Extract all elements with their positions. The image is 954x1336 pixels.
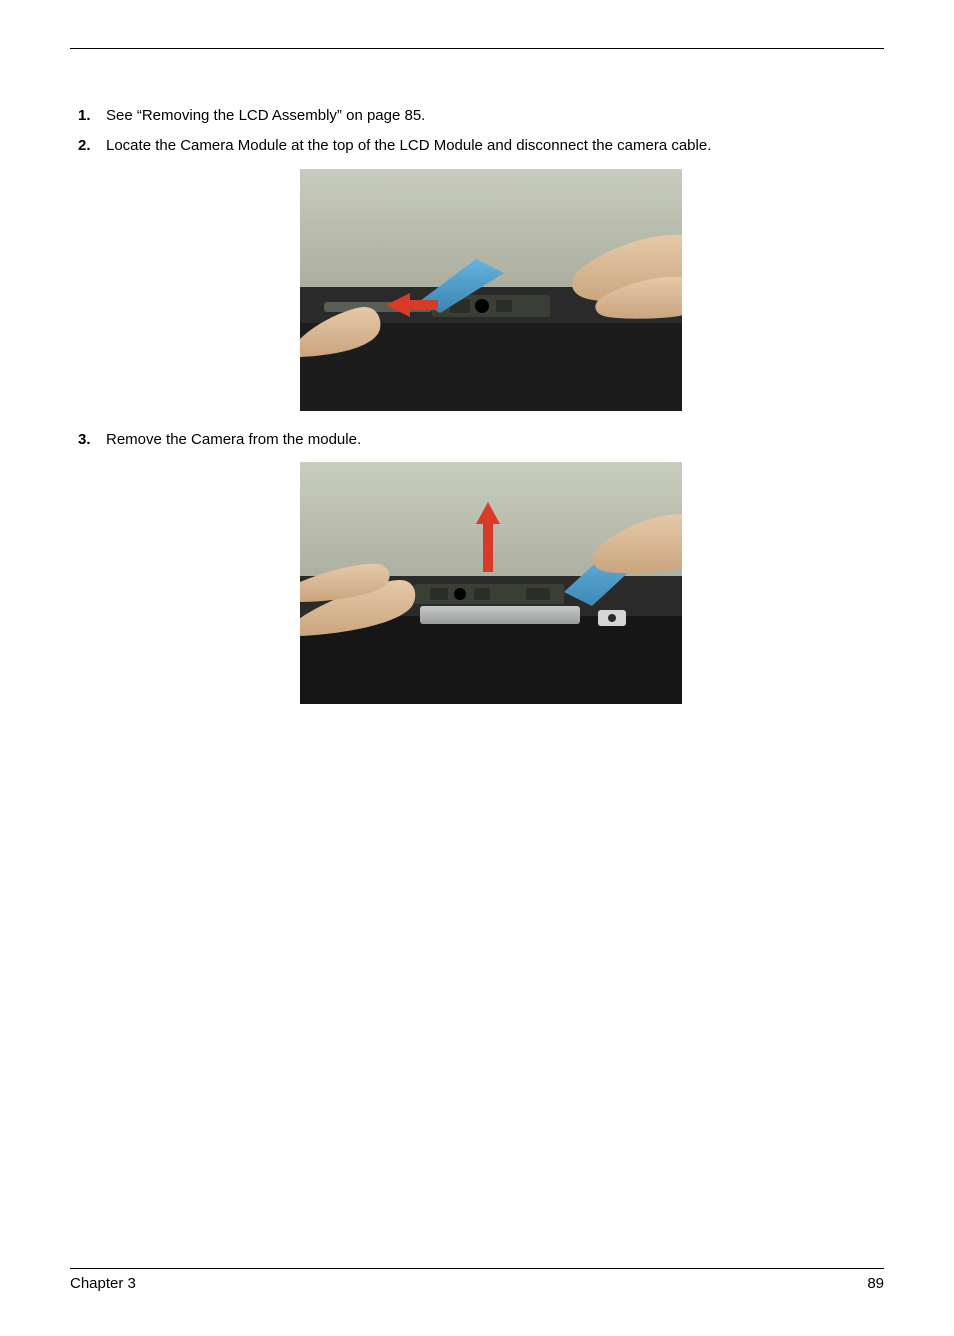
step-number: 3. xyxy=(78,429,91,451)
header-rule xyxy=(70,48,884,49)
footer-rule xyxy=(70,1268,884,1269)
page-content: 1. See “Removing the LCD Assembly” on pa… xyxy=(78,105,876,722)
step-number: 2. xyxy=(78,135,91,157)
step-item: 2. Locate the Camera Module at the top o… xyxy=(78,135,876,411)
step-text: Remove the Camera from the module. xyxy=(106,431,361,448)
figure-svg xyxy=(300,169,682,411)
figure-disconnect-cable xyxy=(106,169,876,411)
page-footer: Chapter 3 89 xyxy=(70,1268,884,1292)
step-list: 1. See “Removing the LCD Assembly” on pa… xyxy=(78,105,876,704)
figure-remove-camera xyxy=(106,462,876,704)
footer-page-number: 89 xyxy=(867,1275,884,1292)
step-text: Locate the Camera Module at the top of t… xyxy=(106,137,711,154)
step-item: 1. See “Removing the LCD Assembly” on pa… xyxy=(78,105,876,127)
footer-chapter: Chapter 3 xyxy=(70,1275,136,1292)
step-number: 1. xyxy=(78,105,91,127)
figure-svg xyxy=(300,462,682,704)
step-text: See “Removing the LCD Assembly” on page … xyxy=(106,107,425,124)
step-item: 3. Remove the Camera from the module. xyxy=(78,429,876,705)
